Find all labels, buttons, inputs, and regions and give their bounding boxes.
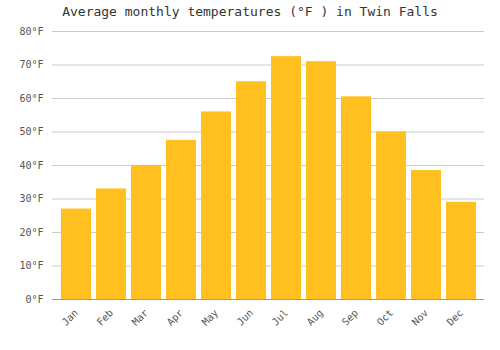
svg-text:10°F: 10°F xyxy=(19,260,43,271)
svg-text:Feb: Feb xyxy=(95,307,116,328)
svg-text:60°F: 60°F xyxy=(19,93,43,104)
svg-text:80°F: 80°F xyxy=(19,26,43,37)
svg-text:40°F: 40°F xyxy=(19,160,43,171)
svg-text:Sep: Sep xyxy=(340,307,361,328)
svg-text:Aug: Aug xyxy=(305,307,326,328)
html-text:Average monthly temperatures (: Average monthly temperatures (°F ) in Tw… xyxy=(62,4,438,19)
svg-text:Jun: Jun xyxy=(235,307,256,328)
svg-text:Oct: Oct xyxy=(375,307,396,328)
svg-text:70°F: 70°F xyxy=(19,59,43,70)
svg-text:Nov: Nov xyxy=(410,307,431,328)
svg-text:0°F: 0°F xyxy=(25,294,43,305)
svg-text:30°F: 30°F xyxy=(19,193,43,204)
svg-text:Mar: Mar xyxy=(130,307,151,328)
svg-text:Apr: Apr xyxy=(165,307,186,328)
svg-text:May: May xyxy=(200,307,221,328)
svg-text:20°F: 20°F xyxy=(19,227,43,238)
svg-text:Dec: Dec xyxy=(445,307,466,328)
svg-text:Jul: Jul xyxy=(270,307,291,328)
svg-text:50°F: 50°F xyxy=(19,126,43,137)
svg-text:Jan: Jan xyxy=(60,307,81,328)
